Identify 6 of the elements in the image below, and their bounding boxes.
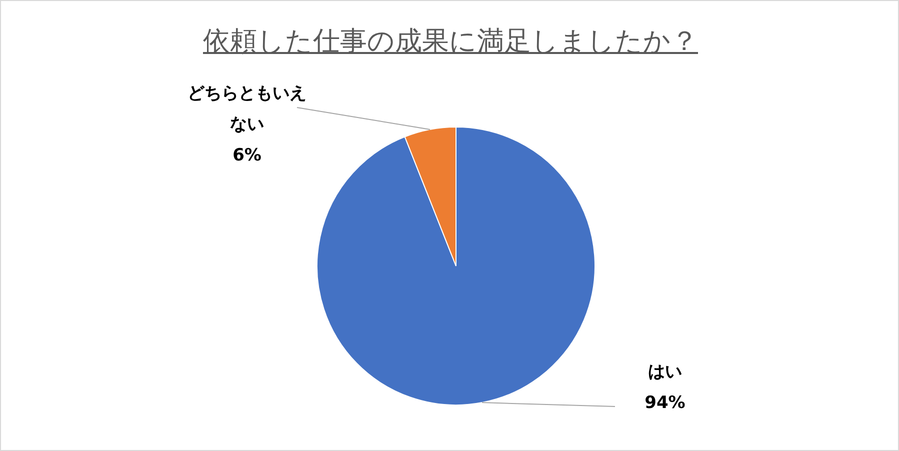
chart-title: 依頼した仕事の成果に満足しましたか？ bbox=[202, 25, 699, 59]
data-label: 6% bbox=[232, 145, 262, 166]
slice-label: はい bbox=[648, 362, 682, 382]
data-label: 94% bbox=[644, 393, 686, 414]
slice-label: どちらともいえない bbox=[188, 83, 306, 134]
pie-slice bbox=[316, 126, 596, 406]
